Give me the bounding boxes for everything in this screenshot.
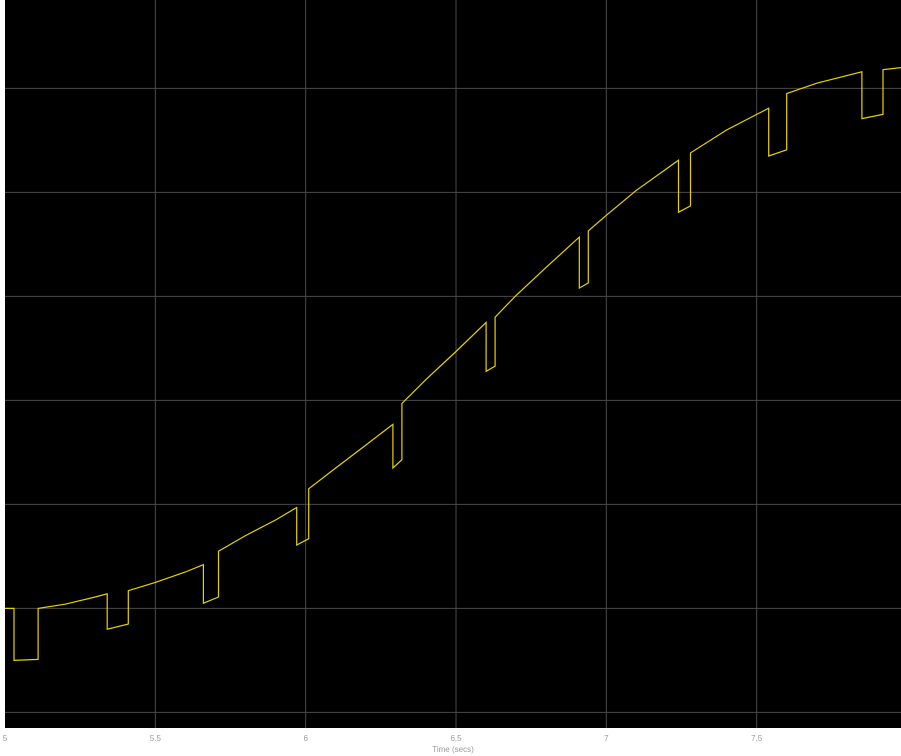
x-axis-label: Time (secs) (432, 745, 474, 754)
x-tick-label: 7.5 (751, 734, 763, 743)
signal-layer (5, 67, 901, 662)
plot-background (5, 0, 901, 728)
x-tick-label: 6.5 (450, 734, 462, 743)
x-tick-label: 6 (303, 734, 308, 743)
x-tick-label: 7 (604, 734, 609, 743)
x-tick-label: 5.5 (150, 734, 162, 743)
signal-trace (5, 67, 901, 662)
grid-layer (5, 0, 901, 728)
x-tick-label: 5 (3, 734, 8, 743)
x-tick-layer: 5 5.5 6 6.5 7 7.5 (3, 734, 763, 743)
